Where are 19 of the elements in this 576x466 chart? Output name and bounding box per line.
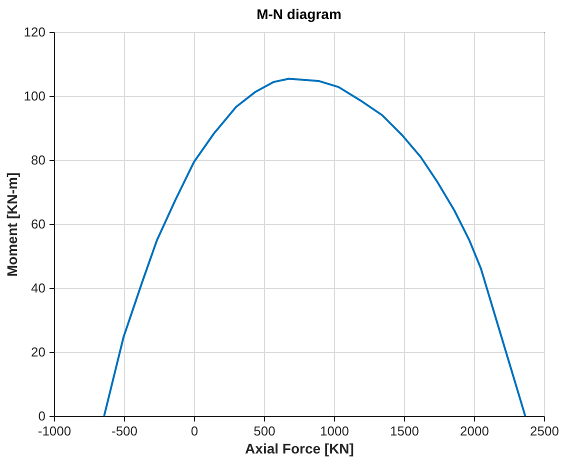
y-tick-label: 100 <box>24 88 46 104</box>
line-series <box>103 78 526 417</box>
x-tick-label: 0 <box>190 424 198 438</box>
y-tick-label: 60 <box>31 216 46 232</box>
y-tick-label: 120 <box>24 24 46 40</box>
x-tick-label: -500 <box>111 424 138 438</box>
x-tick-label: 500 <box>254 424 276 438</box>
y-tick-label: 0 <box>38 408 46 424</box>
y-tick-label: 20 <box>31 344 46 360</box>
x-tick-label: 2000 <box>460 424 489 438</box>
x-tick-label: 2500 <box>530 424 559 438</box>
x-tick-label: -1000 <box>38 424 72 438</box>
y-axis-title: Moment [KN-m] <box>4 172 20 277</box>
y-tick-label: 80 <box>31 152 46 168</box>
x-tick-label: 1500 <box>390 424 419 438</box>
chart-title: M-N diagram <box>256 6 342 22</box>
y-tick-label: 40 <box>31 280 46 296</box>
x-tick-label: 1000 <box>320 424 349 438</box>
x-axis-title: Axial Force [KN] <box>245 440 354 456</box>
